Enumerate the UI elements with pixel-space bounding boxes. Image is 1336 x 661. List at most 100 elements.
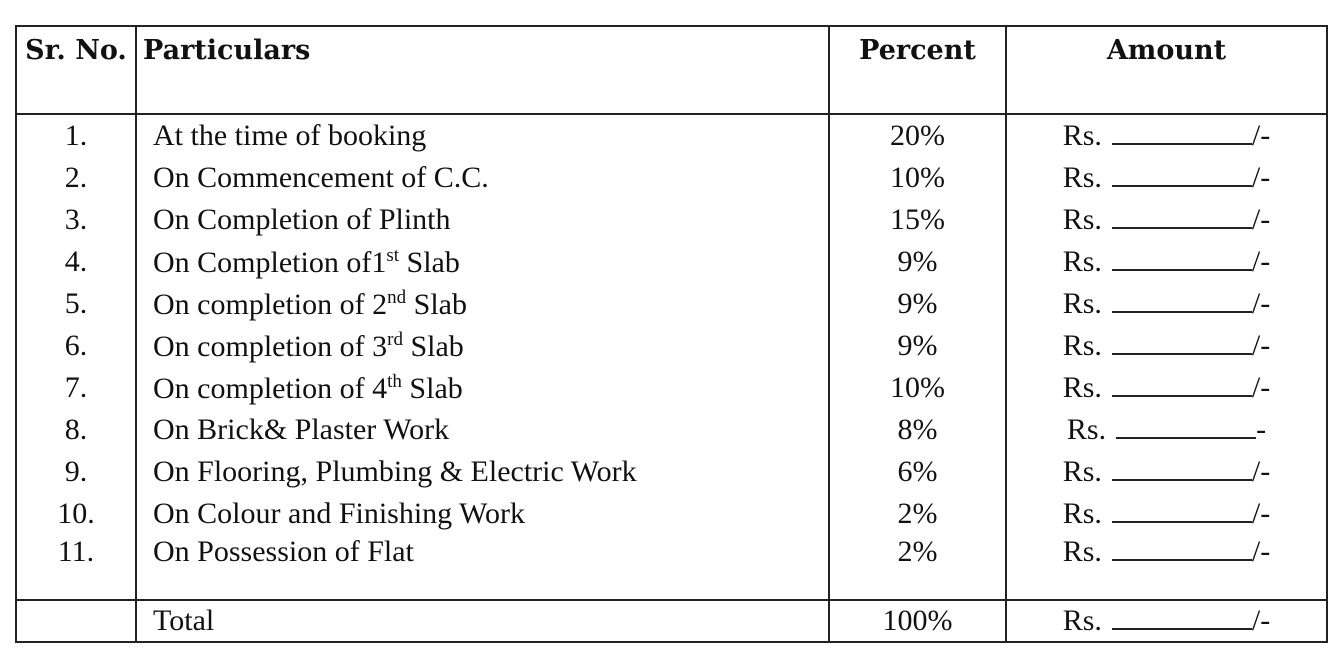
amount-prefix: Rs. bbox=[1062, 119, 1102, 152]
particulars-cell: On Colour and Finishing Work bbox=[135, 493, 830, 535]
particulars-cell: On Commencement of C.C. bbox=[135, 157, 830, 199]
sr-cell: 2. bbox=[15, 157, 137, 199]
sr-cell: 1. bbox=[15, 114, 137, 157]
amount-prefix: Rs. bbox=[1066, 413, 1107, 446]
particulars-text: On Completion of Plinth bbox=[153, 203, 451, 236]
amount-blank bbox=[1111, 205, 1252, 229]
body-row: 6. On completion of 3rd Slab 9% Rs./- bbox=[15, 325, 1328, 367]
amount-blank bbox=[1111, 163, 1252, 187]
amount-suffix: /- bbox=[1251, 497, 1271, 530]
amount-prefix: Rs. bbox=[1062, 287, 1102, 320]
sr-cell: 10. bbox=[15, 493, 137, 535]
amount-suffix: /- bbox=[1251, 371, 1271, 404]
particulars-cell: On Possession of Flat bbox=[135, 535, 830, 600]
amount-suffix: /- bbox=[1251, 203, 1271, 236]
superscript: rd bbox=[387, 328, 403, 350]
percent-cell: 9% bbox=[828, 241, 1007, 283]
particulars-cell: On completion of 3rd Slab bbox=[135, 325, 830, 367]
header-cell: Amount bbox=[1005, 25, 1328, 115]
particulars-text: On Colour and Finishing Work bbox=[153, 497, 526, 530]
particulars-text: Slab bbox=[401, 371, 463, 405]
percent-cell: 2% bbox=[828, 493, 1007, 535]
payment-table: Sr. No. Particulars Percent Amount 1. At the … bbox=[15, 25, 1328, 643]
table-wrap: Sr. No. Particulars Percent Amount 1. At the … bbox=[15, 25, 1328, 643]
body-row: 5. On completion of 2nd Slab 9% Rs./- bbox=[15, 283, 1328, 325]
particulars-cell: On Brick& Plaster Work bbox=[135, 409, 830, 451]
amount-cell: Rs. /- bbox=[1005, 325, 1328, 367]
particulars-text: Slab bbox=[402, 329, 464, 363]
amount-suffix: /- bbox=[1251, 245, 1271, 278]
particulars-text: On completion of 3 bbox=[153, 329, 388, 363]
amount-prefix: Rs. bbox=[1062, 455, 1102, 488]
particulars-text: On completion of 4 bbox=[153, 371, 388, 405]
particulars-text: Slab bbox=[406, 287, 467, 321]
amount-prefix: Rs. bbox=[1062, 161, 1102, 194]
amount-cell: Rs. /- bbox=[1005, 283, 1328, 325]
header-cell: Sr. No. bbox=[15, 25, 137, 115]
body-row: 3. On Completion of Plinth 15% Rs. /- bbox=[15, 199, 1328, 241]
amount-cell: Rs. - bbox=[1005, 409, 1328, 451]
body-row: 2. On Commencement of C.C. 10% Rs. /- bbox=[15, 157, 1328, 199]
amount-blank bbox=[1111, 331, 1252, 355]
body-row: 1. At the time of booking 20% Rs. /- bbox=[15, 114, 1328, 157]
sr-cell: 11. bbox=[15, 535, 137, 600]
amount-prefix: Rs. bbox=[1062, 371, 1102, 404]
amount-cell: Rs. /- bbox=[1005, 367, 1328, 409]
superscript: st bbox=[386, 244, 400, 266]
particulars-cell: On Completion of1st Slab bbox=[135, 241, 830, 283]
percent-cell: 2% bbox=[828, 535, 1007, 600]
sr-cell: 7. bbox=[15, 367, 137, 409]
body-row: 10. On Colour and Finishing Work 2% Rs. /- bbox=[15, 493, 1328, 535]
superscript: nd bbox=[387, 286, 407, 308]
sr-cell: 3. bbox=[15, 199, 137, 241]
body-row: 7. On completion of 4th Slab 10% Rs./- bbox=[15, 367, 1328, 409]
percent-cell: 10% bbox=[828, 157, 1007, 199]
amount-blank bbox=[1111, 289, 1252, 313]
sr-cell: 5. bbox=[15, 283, 137, 325]
percent-cell: 10% bbox=[828, 367, 1007, 409]
sr-cell: 9. bbox=[15, 451, 137, 493]
amount-cell: Rs. /- bbox=[1005, 157, 1328, 199]
particulars-cell: On completion of 4th Slab bbox=[135, 367, 830, 409]
percent-cell: 15% bbox=[828, 199, 1007, 241]
amount-suffix: /- bbox=[1251, 455, 1271, 488]
amount-prefix: Rs. bbox=[1062, 203, 1102, 236]
percent-cell: 8% bbox=[828, 409, 1007, 451]
total-row: Total 100% Rs. /- bbox=[15, 599, 1328, 643]
particulars-text: On Brick& Plaster Work bbox=[153, 413, 450, 446]
particulars-text: On Flooring, Plumbing & Electric Work bbox=[153, 455, 637, 488]
amount-cell: Rs. /- bbox=[1005, 451, 1328, 493]
amount-suffix: /- bbox=[1251, 535, 1271, 568]
amount-blank bbox=[1111, 606, 1252, 630]
body-row: 9. On Flooring, Plumbing & Electric Work 6… bbox=[15, 451, 1328, 493]
particulars-text: On Completion of1 bbox=[153, 245, 387, 279]
amount-cell: Rs. /- bbox=[1005, 114, 1328, 157]
amount-cell: Rs. /- bbox=[1005, 241, 1328, 283]
sr-cell: 6. bbox=[15, 325, 137, 367]
amount-prefix: Rs. bbox=[1062, 604, 1102, 637]
amount-blank bbox=[1111, 373, 1252, 397]
amount-prefix: Rs. bbox=[1062, 245, 1102, 278]
amount-prefix: Rs. bbox=[1062, 497, 1102, 530]
sr-cell: 8. bbox=[15, 409, 137, 451]
sr-cell bbox=[15, 599, 137, 643]
particulars-text: At the time of booking bbox=[153, 119, 427, 152]
body-row: 4. On Completion of1st Slab 9% Rs./- bbox=[15, 241, 1328, 283]
percent-cell: 6% bbox=[828, 451, 1007, 493]
header-row: Sr. No. Particulars Percent Amount bbox=[15, 25, 1328, 115]
total-percent: 100% bbox=[828, 599, 1007, 643]
amount-suffix: /- bbox=[1251, 287, 1271, 320]
particulars-text: On completion of 2 bbox=[153, 287, 388, 321]
amount-prefix: Rs. bbox=[1062, 329, 1102, 362]
total-amount: Rs. /- bbox=[1005, 599, 1328, 643]
percent-cell: 9% bbox=[828, 325, 1007, 367]
amount-cell: Rs. /- bbox=[1005, 493, 1328, 535]
particulars-text: On Possession of Flat bbox=[153, 535, 414, 568]
particulars-cell: At the time of booking bbox=[135, 114, 830, 157]
particulars-text: Slab bbox=[399, 245, 460, 279]
amount-suffix: /- bbox=[1251, 119, 1271, 152]
superscript: th bbox=[387, 370, 402, 392]
amount-suffix: /- bbox=[1251, 329, 1271, 362]
amount-blank bbox=[1111, 499, 1252, 523]
